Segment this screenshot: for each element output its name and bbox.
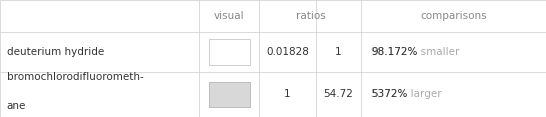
Text: 0.01828: 0.01828 xyxy=(266,47,309,57)
Text: 98.172%: 98.172% xyxy=(371,47,418,57)
Text: visual: visual xyxy=(214,11,245,21)
Text: ane: ane xyxy=(7,101,26,112)
Bar xyxy=(209,39,250,65)
Text: 1: 1 xyxy=(335,47,342,57)
Text: 1: 1 xyxy=(284,90,291,99)
Text: deuterium hydride: deuterium hydride xyxy=(7,47,104,57)
Text: comparisons: comparisons xyxy=(420,11,487,21)
Text: 54.72: 54.72 xyxy=(324,90,353,99)
Text: 5372% larger: 5372% larger xyxy=(371,90,442,99)
Text: ratios: ratios xyxy=(295,11,325,21)
Text: 5372%: 5372% xyxy=(371,90,408,99)
Text: bromochlorodifluorometh-: bromochlorodifluorometh- xyxy=(7,72,143,82)
Text: 98.172% smaller: 98.172% smaller xyxy=(371,47,460,57)
Bar xyxy=(209,82,250,107)
